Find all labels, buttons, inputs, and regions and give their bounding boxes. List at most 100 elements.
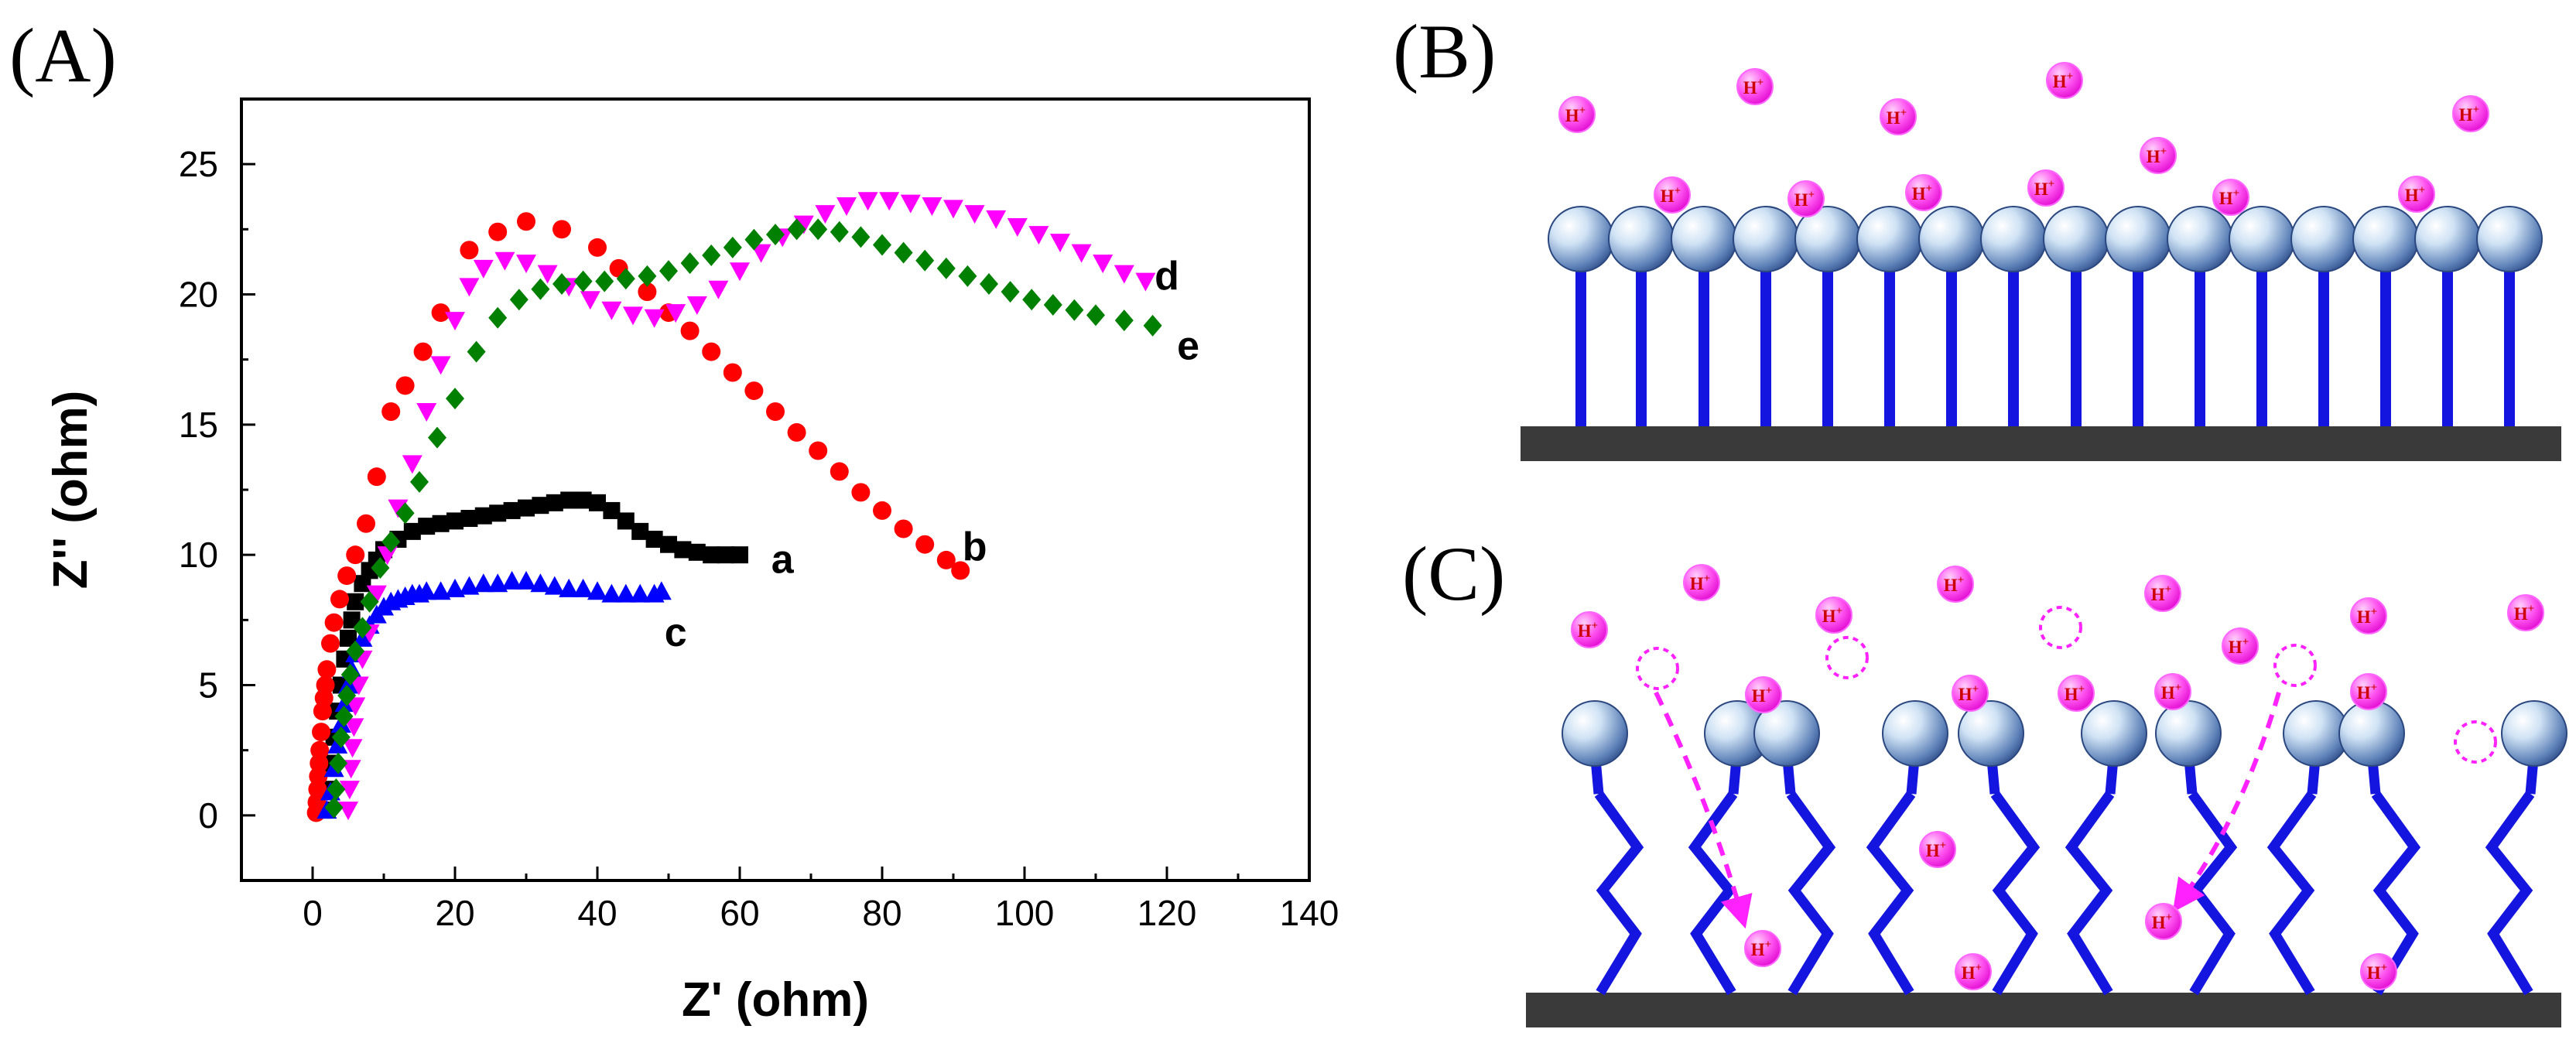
vacancy-circle [2039,606,2082,649]
data-point-d [580,291,600,310]
data-point-c [615,583,636,603]
data-point-a [347,593,364,610]
h-ion: H+ [1787,180,1825,217]
diffusion-arrow [2172,692,2281,913]
data-point-b [431,303,450,323]
lipid-head [1671,206,1737,272]
y-tick-label: 25 [179,144,218,184]
h-ion: H+ [1654,176,1691,214]
data-point-d [366,585,387,604]
y-tick-label: 0 [198,795,218,836]
data-point-b [723,363,742,382]
data-point-c [587,581,607,600]
x-tick-label: 140 [1280,893,1339,933]
data-point-e [787,218,806,241]
data-point-d [445,312,465,331]
data-point-b [321,634,340,653]
vacancy-circle [2454,720,2497,764]
h-ion: H+ [1558,96,1596,133]
series-label-c: c [665,610,687,655]
data-point-e [1001,281,1020,303]
data-point-d [986,210,1007,229]
data-point-e [659,260,678,282]
h-ion: H+ [1937,566,1974,603]
data-point-d [665,304,686,323]
data-point-e [744,228,764,251]
data-point-d [494,251,515,271]
lipid-head [1733,206,1799,272]
data-point-b [702,342,721,361]
data-point-a [645,530,663,548]
h-ion: H+ [1905,174,1942,211]
data-point-d [537,265,558,284]
h-ion: H+ [1880,98,1917,135]
data-point-d [402,455,422,474]
data-point-c [445,578,465,597]
data-point-b [766,402,785,421]
lipid-head [1753,700,1820,767]
x-tick-label: 100 [995,893,1055,933]
h-ion: H+ [1571,611,1608,648]
data-point-d [686,296,707,315]
h-ion: H+ [1744,930,1781,967]
data-point-e [1022,289,1042,311]
data-point-a [489,504,507,522]
panel-label-a: (A) [9,12,117,98]
data-point-c [630,583,651,603]
data-point-e [410,470,429,493]
data-point-b [517,212,535,231]
lipid-tail [2065,791,2115,996]
data-point-a [336,650,354,668]
data-point-b [488,222,508,241]
data-point-e [936,257,956,279]
data-point-c [530,573,551,593]
lipid-tail [1688,791,1738,996]
data-point-c [430,581,451,600]
x-tick-label: 80 [862,893,901,933]
data-point-a [403,522,421,540]
data-point-d [644,309,665,328]
data-point-b [367,467,386,487]
data-point-b [638,282,657,302]
data-point-e [980,273,998,296]
h-ion: H+ [1919,831,1956,868]
y-tick-label: 10 [179,535,218,575]
data-point-b [588,238,607,257]
chart-series [306,192,1162,822]
data-point-d [922,197,942,217]
y-tick-label: 5 [198,665,218,706]
data-point-e [595,270,614,292]
data-point-a [560,491,578,509]
data-point-d [730,262,750,282]
data-point-a [532,497,549,515]
data-point-e [680,252,700,275]
data-point-d [1050,234,1070,253]
data-point-e [616,268,635,290]
lipid-tail [1866,791,1916,996]
lipid-head [2105,206,2171,272]
h-ion: H+ [2144,575,2181,612]
lipid-tail [1594,791,1644,996]
data-point-b [337,566,357,586]
lipid-head [1608,206,1675,272]
data-point-e [371,557,390,579]
data-point-e [851,226,871,248]
chart-annotations: a b c de [665,254,1199,655]
h-ion: H+ [2058,675,2095,712]
h-ion: H+ [2212,179,2249,216]
data-point-e [353,617,372,639]
h-ion: H+ [2350,597,2387,634]
data-point-a [589,494,606,511]
data-point-c [416,581,437,600]
data-point-d [623,306,643,326]
data-point-d [1135,272,1156,292]
data-point-b [809,441,828,460]
h-ion: H+ [2046,62,2083,99]
h-ion: H+ [2222,627,2259,665]
data-point-b [346,545,365,565]
data-point-e [1143,314,1162,337]
data-point-a [674,541,692,559]
data-point-b [310,740,330,760]
data-point-e [395,502,415,525]
data-point-c [473,573,494,593]
